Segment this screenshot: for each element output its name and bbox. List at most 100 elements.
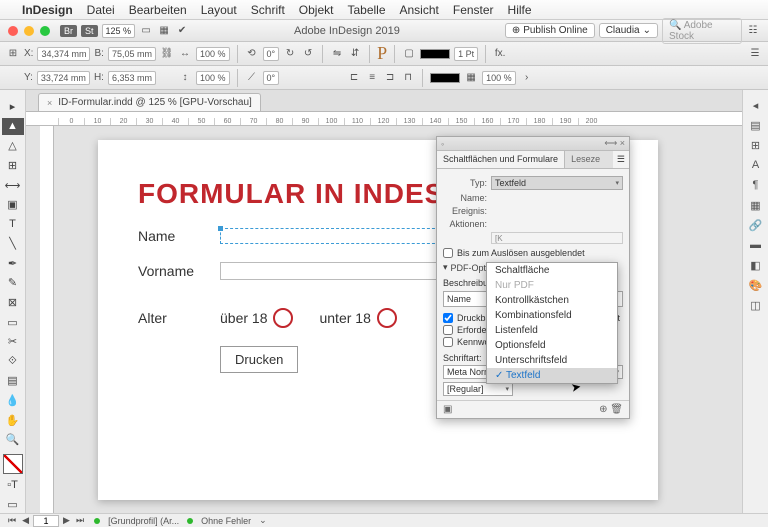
opacity-value[interactable]: 100 %	[482, 71, 516, 85]
printable-checkbox[interactable]	[443, 313, 453, 323]
panel-icon[interactable]: ◧	[746, 256, 766, 274]
menu-item[interactable]: Hilfe	[508, 3, 532, 17]
panel-icon[interactable]: A	[746, 156, 766, 174]
panel-icon[interactable]: ▬	[746, 236, 766, 254]
page-tool[interactable]: ⊞	[2, 157, 24, 175]
direct-selection-tool[interactable]: △	[2, 137, 24, 155]
panel-menu-icon[interactable]: ☰	[748, 47, 762, 61]
ref-point-icon[interactable]: ⊞	[6, 47, 20, 61]
w-value[interactable]: 75,05 mm	[108, 47, 156, 61]
menu-item[interactable]: Layout	[201, 3, 237, 17]
close-tab-icon[interactable]: ×	[47, 98, 52, 108]
menu-item[interactable]: Bearbeiten	[129, 3, 187, 17]
collapse-dock-icon[interactable]: ◂	[746, 96, 766, 114]
rotate-value[interactable]: 0°	[263, 47, 280, 61]
scissors-tool[interactable]: ✂	[2, 333, 24, 351]
menu-item[interactable]: Tabelle	[347, 3, 385, 17]
distribute-icon[interactable]: ⊓	[401, 71, 415, 85]
actions-list[interactable]: [K	[491, 232, 623, 244]
panel-icon[interactable]: ⊞	[746, 136, 766, 154]
menu-item[interactable]: Fenster	[453, 3, 494, 17]
panel-tab-bookmarks[interactable]: Leseze	[565, 151, 613, 168]
flip-h-icon[interactable]: ⇋	[330, 47, 344, 61]
option-over18-radio[interactable]	[273, 308, 293, 328]
page-navigator[interactable]: ⏮◀ ▶⏭	[6, 515, 86, 527]
gradient-tool[interactable]: ▤	[2, 372, 24, 390]
fontstyle-dropdown[interactable]: [Regular]▾	[443, 382, 513, 396]
dd-option-selected[interactable]: Textfeld	[487, 368, 617, 383]
gap-tool[interactable]: ⟷	[2, 176, 24, 194]
dd-option[interactable]: Kombinationsfeld	[487, 308, 617, 323]
convert-button-icon[interactable]: ⊕	[599, 404, 607, 415]
stock-chip[interactable]: St	[81, 25, 98, 37]
panel-tab-buttons[interactable]: Schaltflächen und Formulare	[437, 151, 565, 168]
dd-option[interactable]: Unterschriftsfeld	[487, 353, 617, 368]
menu-item[interactable]: Objekt	[299, 3, 334, 17]
rectangle-tool[interactable]: ▭	[2, 313, 24, 331]
align-left-icon[interactable]: ⊏	[347, 71, 361, 85]
stroke-weight[interactable]: 1 Pt	[454, 47, 478, 61]
more-icon[interactable]: ›	[520, 71, 534, 85]
fill-swatch[interactable]: ▢	[402, 47, 416, 61]
align-right-icon[interactable]: ⊐	[383, 71, 397, 85]
panel-menu-icon[interactable]: ☰	[613, 151, 629, 168]
stroke-swatch-2[interactable]	[430, 73, 460, 83]
dd-option[interactable]: Listenfeld	[487, 323, 617, 338]
scale-x[interactable]: 100 %	[196, 47, 230, 61]
eyedropper-tool[interactable]: 💧	[2, 392, 24, 410]
fx-icon[interactable]: fx.	[493, 47, 507, 61]
option-under18-radio[interactable]	[377, 308, 397, 328]
pencil-tool[interactable]: ✎	[2, 274, 24, 292]
view-mode-icon[interactable]: ▭	[139, 24, 153, 38]
link-wh-icon[interactable]: ⛓	[160, 47, 174, 61]
scale-y[interactable]: 100 %	[196, 71, 230, 85]
user-menu[interactable]: Claudia ⌄	[599, 23, 658, 38]
h-value[interactable]: 6,353 mm	[108, 71, 156, 85]
rotate-cw-icon[interactable]: ↻	[283, 47, 297, 61]
preflight-status[interactable]: Ohne Fehler	[201, 516, 251, 526]
page-number-input[interactable]	[33, 515, 59, 527]
gpu-icon[interactable]: ✔	[175, 24, 189, 38]
dd-option[interactable]: Schaltfläche	[487, 263, 617, 278]
delete-icon[interactable]: 🗑	[610, 404, 623, 415]
y-value[interactable]: 33,724 mm	[37, 71, 90, 85]
type-dropdown[interactable]: Textfeld▾	[491, 176, 623, 190]
minimize-window-button[interactable]	[24, 26, 34, 36]
document-tab[interactable]: ×ID-Formular.indd @ 125 % [GPU-Vorschau]	[38, 93, 261, 111]
shear-value[interactable]: 0°	[263, 71, 280, 85]
menu-item[interactable]: Ansicht	[400, 3, 439, 17]
profile-status[interactable]: [Grundprofil] (Ar...	[108, 516, 179, 526]
align-center-icon[interactable]: ≡	[365, 71, 379, 85]
arrange-icon[interactable]: ▦	[157, 24, 171, 38]
pen-tool[interactable]: ✒	[2, 255, 24, 273]
bridge-chip[interactable]: Br	[60, 25, 77, 37]
preview-spread-icon[interactable]: ▣	[443, 404, 452, 415]
vorname-field[interactable]	[220, 262, 440, 280]
publish-online-button[interactable]: ⊕ Publish Online	[505, 23, 595, 38]
adobe-stock-search[interactable]: 🔍 Adobe Stock	[662, 18, 742, 44]
rectangle-frame-tool[interactable]: ⊠	[2, 294, 24, 312]
zoom-window-button[interactable]	[40, 26, 50, 36]
password-checkbox[interactable]	[443, 337, 453, 347]
rotate-ccw-icon[interactable]: ↺	[301, 47, 315, 61]
color-mode-icon[interactable]: ▫T	[2, 476, 24, 494]
assets-icon[interactable]: ☷	[746, 24, 760, 38]
required-checkbox[interactable]	[443, 325, 453, 335]
selection-tool[interactable]: ▲	[2, 118, 24, 136]
line-tool[interactable]: ╲	[2, 235, 24, 253]
panel-icon[interactable]: ▤	[746, 116, 766, 134]
print-button[interactable]: Drucken	[220, 346, 298, 373]
screen-mode-icon[interactable]: ▭	[2, 496, 24, 514]
stroke-color[interactable]	[420, 49, 450, 59]
panel-icon[interactable]: 🎨	[746, 276, 766, 294]
free-transform-tool[interactable]: ⟐	[2, 353, 24, 371]
panel-icon[interactable]: ◫	[746, 296, 766, 314]
menu-item[interactable]: Datei	[87, 3, 115, 17]
close-window-button[interactable]	[8, 26, 18, 36]
panel-icon[interactable]: ▦	[746, 196, 766, 214]
panel-icon[interactable]: 🔗	[746, 216, 766, 234]
flip-v-icon[interactable]: ⇵	[348, 47, 362, 61]
dd-option[interactable]: Optionsfeld	[487, 338, 617, 353]
name-field-selected[interactable]	[220, 228, 440, 244]
fill-stroke-swatch[interactable]	[3, 454, 23, 474]
